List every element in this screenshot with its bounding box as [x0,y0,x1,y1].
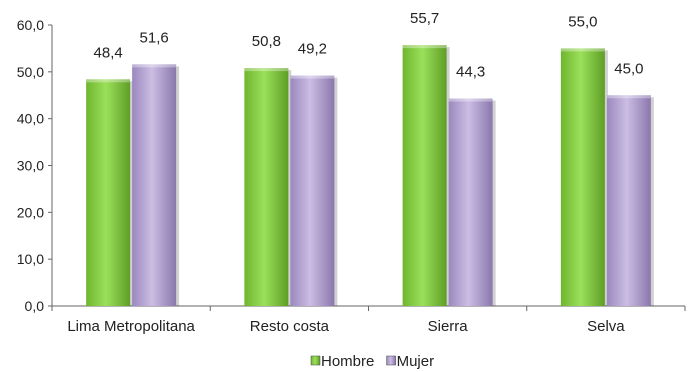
data-label: 51,6 [140,29,169,46]
bar-cap [560,48,605,52]
x-category-label: Lima Metropolitana [67,318,195,335]
legend-swatch-hombre [310,355,321,366]
bar-cap [86,79,131,83]
bar-cap [448,98,493,102]
bars [86,45,654,307]
legend-label-mujer: Mujer [397,353,435,370]
data-label: 55,0 [568,13,597,30]
x-category-label: Selva [587,318,625,335]
y-tick-label: 40,0 [17,111,44,127]
data-label: 45,0 [614,60,643,77]
legend-swatch-mujer [386,355,396,366]
bar-cap [606,95,651,99]
data-label: 48,4 [94,44,123,61]
x-category-label: Resto costa [250,318,330,335]
bar-mujer-2 [448,98,493,306]
bar-cap [402,45,447,49]
bar-hombre-3 [560,48,605,307]
data-label: 49,2 [298,41,327,58]
data-label: 44,3 [456,64,485,81]
data-label: 50,8 [252,33,281,50]
bar-cap [290,75,335,79]
data-label: 55,7 [410,10,439,27]
x-category-label: Sierra [428,318,469,335]
bar-hombre-1 [244,68,289,306]
data-labels: 48,4 51,6 50,8 49,2 55,7 44,3 55,0 45,0 [94,10,644,80]
legend: Hombre Mujer [310,353,435,370]
y-tick-label: 10,0 [17,251,44,267]
y-tick-label: 60,0 [17,17,44,33]
y-tick-label: 0,0 [25,298,45,314]
axes: 0,0 10,0 20,0 30,0 40,0 50,0 60,0 Lima Metropol… [17,17,686,335]
bar-mujer-0 [132,64,177,306]
bar-mujer-1 [290,75,335,306]
legend-label-hombre: Hombre [321,353,374,370]
y-tick-label: 50,0 [17,64,44,80]
bar-hombre-0 [86,79,131,307]
y-tick-label: 20,0 [17,204,44,220]
bar-cap [244,68,289,72]
bar-mujer-3 [606,95,651,306]
y-tick-label: 30,0 [17,158,44,174]
bar-cap [132,64,177,68]
bar-hombre-2 [402,45,447,306]
